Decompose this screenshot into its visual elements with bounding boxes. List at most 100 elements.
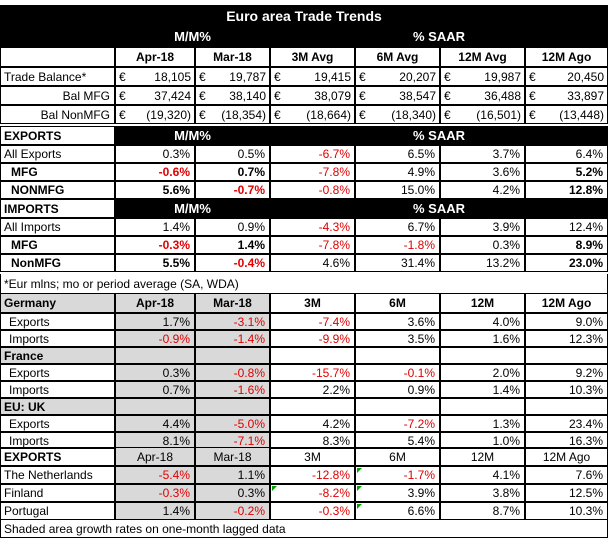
row-label: MFG: [0, 236, 115, 254]
value-cell: -0.1%: [355, 364, 440, 381]
table-title: Euro area Trade Trends: [0, 5, 608, 26]
value-cell: €38,547: [355, 86, 440, 105]
value-cell: 4.9%: [355, 163, 440, 181]
blank-cell: [270, 398, 355, 415]
value-cell: 23.0%: [525, 254, 608, 272]
value-cell: 3.7%: [440, 145, 525, 163]
currency-symbol: €: [274, 69, 281, 84]
value-cell: 0.7%: [195, 163, 270, 181]
blank-cell: [115, 347, 195, 364]
france-row: Exports 0.3% -0.8% -15.7% -0.1% 2.0% 9.2%: [0, 364, 608, 381]
value-cell: € (19,320): [115, 105, 195, 124]
value-cell: -0.3%: [115, 484, 195, 502]
value-cell: 31.4%: [355, 254, 440, 272]
balance-value: (13,448): [559, 107, 604, 122]
value-cell: 15.0%: [355, 181, 440, 199]
germany-row: Exports 1.7% -3.1% -7.4% 3.6% 4.0% 9.0%: [0, 313, 608, 330]
value-cell: €19,415: [270, 67, 355, 86]
column-header-row: Apr-18 Mar-18 3M Avg 6M Avg 12M Avg 12M …: [0, 47, 608, 67]
balance-value: 33,897: [567, 88, 604, 103]
col-header: Mar-18: [195, 447, 270, 466]
blank-cell: [355, 347, 440, 364]
imports-row: MFG -0.3% 1.4% -7.8% -1.8% 0.3% 8.9%: [0, 236, 608, 254]
row-label: Portugal: [0, 502, 115, 520]
balance-value: 36,488: [484, 88, 521, 103]
blank-cell: [525, 347, 608, 364]
balance-value: 19,987: [484, 69, 521, 84]
value-cell: 8.1%: [115, 432, 195, 449]
value-cell: -0.3%: [115, 236, 195, 254]
col-header: 12M Ago: [525, 447, 608, 466]
value-cell: 12.5%: [525, 484, 608, 502]
country-exports-row: Finland -0.3% 0.3% -8.2% 3.9% 3.8% 12.5%: [0, 484, 608, 502]
country-exports-header-row: EXPORTS Apr-18 Mar-18 3M 6M 12M 12M Ago: [0, 447, 608, 466]
value-cell: 8.9%: [525, 236, 608, 254]
row-label: Bal NonMFG: [0, 105, 115, 124]
col-header-5: 12M Avg: [440, 47, 525, 67]
value-cell: 3.6%: [440, 163, 525, 181]
value-cell: € (18,340): [355, 105, 440, 124]
row-label: Trade Balance*: [0, 67, 115, 86]
blank-cell: [195, 398, 270, 415]
value-cell: -0.2%: [195, 502, 270, 520]
footer-note: Shaded area growth rates on one-month la…: [0, 519, 608, 538]
value-cell: 1.0%: [440, 432, 525, 449]
title-row: Euro area Trade Trends: [0, 5, 608, 26]
currency-symbol: €: [359, 107, 366, 122]
col-header-2: Mar-18: [195, 47, 270, 67]
value-cell: 1.3%: [440, 415, 525, 432]
value-cell: -3.1%: [195, 313, 270, 330]
value-cell: -1.4%: [195, 330, 270, 347]
currency-symbol: €: [199, 88, 206, 103]
value-cell: 23.4%: [525, 415, 608, 432]
value-cell: -8.2%: [270, 484, 355, 502]
value-cell: €33,897: [525, 86, 608, 105]
col-header-4: 6M Avg: [355, 47, 440, 67]
col-header-label: [0, 47, 115, 67]
value-cell: -0.9%: [115, 330, 195, 347]
row-label: Finland: [0, 484, 115, 502]
value-cell: 4.0%: [440, 313, 525, 330]
col-header: Mar-18: [195, 293, 270, 313]
row-label: Exports: [0, 415, 115, 432]
col-header: 12M: [440, 293, 525, 313]
balance-value: 38,547: [399, 88, 436, 103]
uk-header-row: EU: UK: [0, 398, 608, 415]
blank-cell: [270, 347, 355, 364]
value-cell: -0.7%: [195, 181, 270, 199]
blank-cell: [195, 347, 270, 364]
currency-symbol: €: [199, 69, 206, 84]
uk-row: Exports 4.4% -5.0% 4.2% -7.2% 1.3% 23.4%: [0, 415, 608, 432]
value-cell: -0.3%: [270, 502, 355, 520]
value-cell: 3.9%: [440, 218, 525, 236]
value-cell: 9.2%: [525, 364, 608, 381]
value-cell: €37,424: [115, 86, 195, 105]
col-header: 12M Ago: [525, 293, 608, 313]
mm-group-header: M/M%: [115, 26, 270, 47]
currency-symbol: €: [274, 107, 281, 122]
value-cell: 3.8%: [440, 484, 525, 502]
value-cell: 13.2%: [440, 254, 525, 272]
exports-row: MFG -0.6% 0.7% -7.8% 4.9% 3.6% 5.2%: [0, 163, 608, 181]
imports-header-label: IMPORTS: [0, 199, 115, 218]
row-label: MFG: [0, 163, 115, 181]
currency-symbol: €: [444, 107, 451, 122]
value-cell: 4.6%: [270, 254, 355, 272]
value-cell: €19,787: [195, 67, 270, 86]
table-note: *Eur mlns; mo or period average (SA, WDA…: [0, 274, 608, 293]
value-cell: 8.7%: [440, 502, 525, 520]
currency-symbol: €: [529, 107, 536, 122]
balance-row: Bal MFG €37,424 €38,140 €38,079 €38,547 €36,4…: [0, 86, 608, 105]
value-cell: -5.0%: [195, 415, 270, 432]
value-cell: 1.4%: [440, 381, 525, 398]
value-cell: €38,079: [270, 86, 355, 105]
value-cell: 6.6%: [355, 502, 440, 520]
value-cell: 1.7%: [115, 313, 195, 330]
value-cell: 3.5%: [355, 330, 440, 347]
value-cell: -6.7%: [270, 145, 355, 163]
cell-marker-icon: [357, 486, 362, 491]
value-cell: 1.1%: [195, 466, 270, 484]
row-label: Imports: [0, 330, 115, 347]
value-cell: 6.7%: [355, 218, 440, 236]
